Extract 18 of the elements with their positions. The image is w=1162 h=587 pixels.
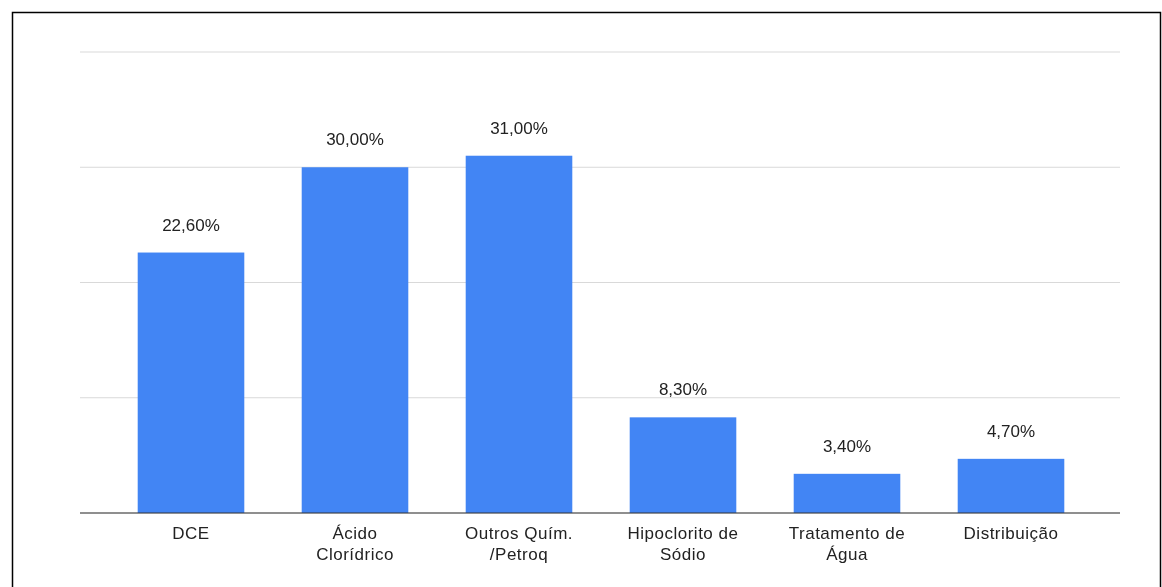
data-label: 3,40% xyxy=(822,436,872,456)
bar xyxy=(301,167,409,513)
x-tick-label: Ácido Clorídrico xyxy=(316,524,394,564)
data-label: 30,00% xyxy=(326,130,384,150)
data-label: 4,70% xyxy=(986,421,1036,441)
bar xyxy=(793,473,901,513)
x-tick-label: Outros Quím. /Petroq xyxy=(464,524,574,564)
data-label: 22,60% xyxy=(162,215,220,235)
x-tick-label: Distribuição xyxy=(963,524,1059,543)
x-tick-label: Tratamento de Água xyxy=(788,524,906,564)
bar xyxy=(957,458,1065,513)
data-label: 31,00% xyxy=(490,118,548,138)
bar xyxy=(629,417,737,513)
x-tick-label: Hipoclorito de Sódio xyxy=(627,524,739,564)
bar xyxy=(465,155,573,513)
data-label: 8,30% xyxy=(658,380,708,400)
x-tick-label: DCE xyxy=(172,524,210,543)
bar xyxy=(137,252,245,513)
